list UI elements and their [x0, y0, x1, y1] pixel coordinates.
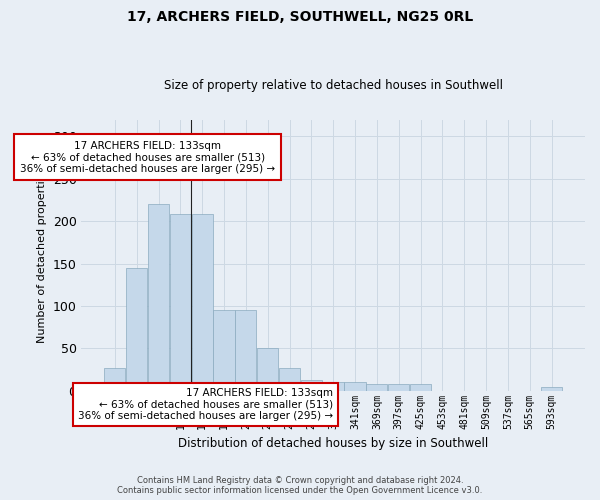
Bar	[104, 368, 125, 390]
Text: Contains HM Land Registry data © Crown copyright and database right 2024.
Contai: Contains HM Land Registry data © Crown c…	[118, 476, 482, 495]
Bar	[410, 384, 431, 390]
Bar	[170, 214, 191, 390]
Bar	[214, 310, 235, 390]
Bar	[257, 348, 278, 391]
Text: 17 ARCHERS FIELD: 133sqm
← 63% of detached houses are smaller (513)
36% of semi-: 17 ARCHERS FIELD: 133sqm ← 63% of detach…	[78, 388, 333, 421]
Bar	[235, 310, 256, 390]
Bar	[388, 384, 409, 390]
Bar	[191, 214, 213, 390]
Bar	[541, 388, 562, 390]
Bar	[148, 204, 169, 390]
X-axis label: Distribution of detached houses by size in Southwell: Distribution of detached houses by size …	[178, 437, 488, 450]
Bar	[344, 382, 365, 390]
Bar	[366, 384, 388, 390]
Bar	[126, 268, 148, 390]
Bar	[301, 380, 322, 390]
Bar	[323, 382, 344, 390]
Y-axis label: Number of detached properties: Number of detached properties	[37, 168, 47, 343]
Bar	[279, 368, 300, 390]
Text: 17, ARCHERS FIELD, SOUTHWELL, NG25 0RL: 17, ARCHERS FIELD, SOUTHWELL, NG25 0RL	[127, 10, 473, 24]
Title: Size of property relative to detached houses in Southwell: Size of property relative to detached ho…	[164, 79, 503, 92]
Text: 17 ARCHERS FIELD: 133sqm
← 63% of detached houses are smaller (513)
36% of semi-: 17 ARCHERS FIELD: 133sqm ← 63% of detach…	[20, 140, 275, 174]
